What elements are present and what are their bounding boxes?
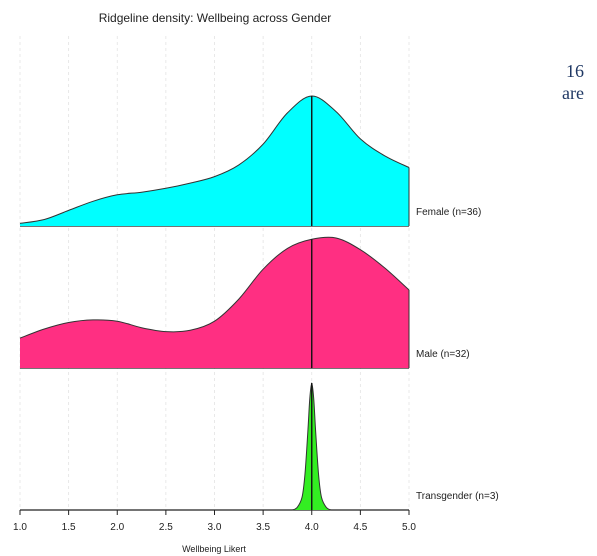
ridge-series: Female (n=36) Male (n=32) Transgender (n=3… [19,95,499,511]
ridge-label-2: Transgender (n=3) [416,491,499,502]
ridge-outline-0 [19,95,410,224]
x-tick-label-1: 1.5 [62,522,76,533]
x-tick-label-3: 2.5 [159,522,173,533]
x-axis-ticks: 1.0 1.5 2.0 2.5 3.0 3.5 4.0 4.5 5.0 [13,510,416,533]
side-text-line-2: are [562,83,584,103]
x-tick-label-0: 1.0 [13,522,27,533]
x-tick-label-4: 3.0 [208,522,222,533]
x-tick-label-7: 4.5 [353,522,367,533]
ridge-0: Female (n=36) [19,95,481,227]
chart-title: Ridgeline density: Wellbeing across Gend… [99,11,332,25]
ridge-outline-1 [19,236,410,339]
ridge-label-1: Male (n=32) [416,349,470,360]
x-tick-label-2: 2.0 [110,522,124,533]
ridge-1: Male (n=32) [19,236,470,369]
side-text: 16 are [540,60,584,104]
side-text-line-1: 16 [566,61,584,81]
x-tick-label-6: 4.0 [305,522,319,533]
x-tick-label-5: 3.5 [256,522,270,533]
x-tick-label-8: 5.0 [402,522,416,533]
ridge-label-0: Female (n=36) [416,207,481,218]
x-axis-label: Wellbeing Likert [182,544,246,554]
ridge-2: Transgender (n=3) [20,382,499,511]
